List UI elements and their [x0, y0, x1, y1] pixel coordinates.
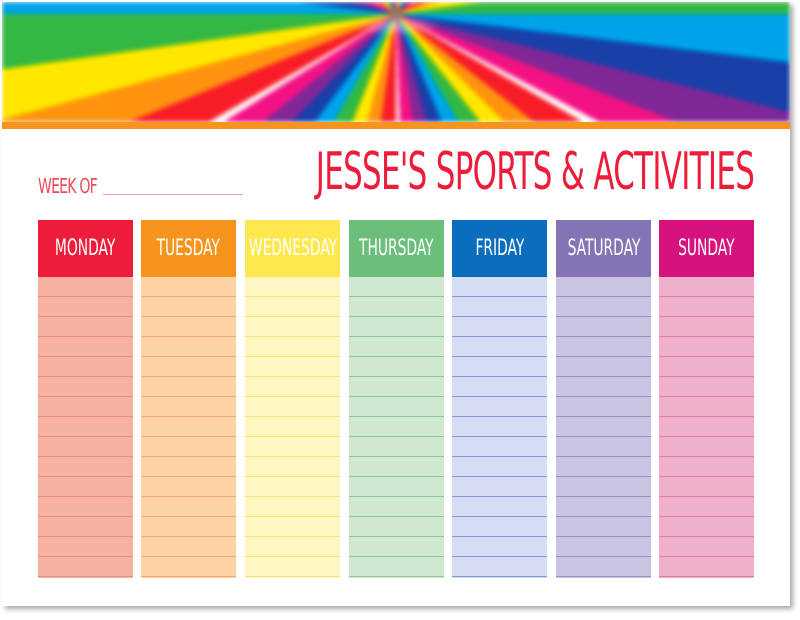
- day-label: MONDAY: [55, 236, 116, 261]
- banner-stripe: [2, 122, 790, 129]
- day-lines[interactable]: [141, 277, 236, 578]
- day-lines[interactable]: [659, 277, 754, 578]
- week-of-line[interactable]: [103, 194, 243, 195]
- day-column-tuesday: TUESDAY: [141, 220, 236, 578]
- day-column-wednesday: WEDNESDAY: [245, 220, 340, 578]
- week-of-label: WEEK OF: [38, 174, 98, 198]
- day-column-thursday: THURSDAY: [349, 220, 444, 578]
- day-lines[interactable]: [349, 277, 444, 578]
- day-header: SATURDAY: [556, 220, 651, 277]
- day-label: SUNDAY: [678, 236, 735, 261]
- day-label: SATURDAY: [567, 236, 640, 261]
- day-label: WEDNESDAY: [248, 236, 337, 261]
- day-column-sunday: SUNDAY: [659, 220, 754, 578]
- day-label: THURSDAY: [359, 236, 434, 261]
- day-header: SUNDAY: [659, 220, 754, 277]
- day-lines[interactable]: [245, 277, 340, 578]
- day-lines[interactable]: [556, 277, 651, 578]
- day-lines[interactable]: [452, 277, 547, 578]
- day-header: THURSDAY: [349, 220, 444, 277]
- day-column-monday: MONDAY: [38, 220, 133, 578]
- day-column-saturday: SATURDAY: [556, 220, 651, 578]
- planner-sheet: WEEK OF JESSE'S SPORTS & ACTIVITIES MOND…: [2, 2, 790, 606]
- day-lines[interactable]: [38, 277, 133, 578]
- day-label: TUESDAY: [156, 236, 221, 261]
- tie-dye-banner: [2, 2, 790, 122]
- day-header: WEDNESDAY: [245, 220, 340, 277]
- page-title: JESSE'S SPORTS & ACTIVITIES: [315, 142, 755, 202]
- day-header: TUESDAY: [141, 220, 236, 277]
- day-header: MONDAY: [38, 220, 133, 277]
- day-column-friday: FRIDAY: [452, 220, 547, 578]
- day-header: FRIDAY: [452, 220, 547, 277]
- day-label: FRIDAY: [475, 236, 524, 261]
